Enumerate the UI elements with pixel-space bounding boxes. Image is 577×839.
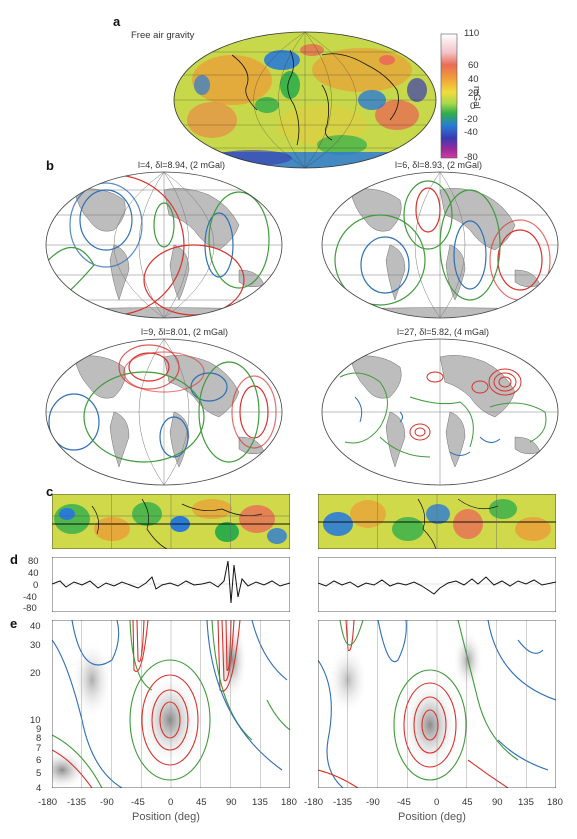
panel-label-c: c — [46, 484, 54, 499]
spectrogram-tick-30: 30 — [30, 640, 41, 651]
profile-tick-80: 80 — [28, 556, 39, 567]
spectrogram-right — [318, 620, 556, 788]
colorbar-unit: mGal — [471, 86, 482, 109]
spectrogram-tick-9: 9 — [36, 724, 42, 735]
x-tick-right-m45: -45 — [397, 797, 411, 808]
gravity-strip-left — [52, 494, 290, 549]
spectrogram-tick-8: 8 — [36, 733, 42, 744]
map-label-l6: l=6, δl=8.93, (2 mGal) — [395, 160, 483, 170]
spectrogram-tick-4: 4 — [36, 783, 42, 794]
colorbar-tick-6: -40 — [464, 127, 478, 138]
gravity-strip-right — [318, 494, 556, 549]
profile-tick-40: 40 — [28, 568, 39, 579]
colorbar-tick-1: 60 — [468, 60, 479, 71]
x-tick-left-90: 90 — [226, 797, 237, 808]
x-axis-label-right: Position (deg) — [398, 811, 466, 823]
colorbar-tick-2: 40 — [468, 74, 479, 85]
x-axis-label-left: Position (deg) — [132, 811, 200, 823]
map-label-l9: l=9, δl=8.01, (2 mGal) — [141, 327, 229, 337]
panel-a-title: Free air gravity — [131, 30, 195, 41]
free-air-gravity-map — [173, 31, 437, 169]
x-tick-right-m135: -135 — [333, 797, 353, 808]
x-tick-right-45: 45 — [462, 797, 473, 808]
x-tick-right-0: 0 — [434, 797, 440, 808]
x-tick-left-m135: -135 — [67, 797, 87, 808]
map-degree-6 — [321, 171, 559, 319]
colorbar-tick-5: -20 — [464, 114, 478, 125]
spectrogram-tick-7: 7 — [36, 743, 42, 754]
map-label-l4: l=4, δl=8.94, (2 mGal) — [138, 160, 226, 170]
spectrogram-tick-6: 6 — [36, 755, 42, 766]
gravity-profile-left — [52, 557, 290, 612]
panel-label-a: a — [113, 14, 121, 29]
x-tick-right-135: 135 — [518, 797, 534, 808]
spectrogram-tick-10: 10 — [30, 715, 41, 726]
colorbar-tick-3: 20 — [468, 88, 479, 99]
x-tick-right-m180: -180 — [304, 797, 324, 808]
panel-label-d: d — [10, 552, 18, 567]
colorbar-tick-0: 110 — [464, 28, 480, 39]
colorbar — [440, 33, 458, 159]
profile-tick-m80: -80 — [23, 603, 37, 614]
profile-tick-0: 0 — [33, 580, 39, 591]
spectrogram-left — [52, 620, 290, 788]
x-tick-left-0: 0 — [168, 797, 174, 808]
x-tick-left-m90: -90 — [100, 797, 114, 808]
panel-label-b: b — [46, 158, 54, 173]
x-tick-left-m45: -45 — [131, 797, 145, 808]
profile-tick-m40: -40 — [23, 592, 37, 603]
x-tick-right-180: 180 — [547, 797, 563, 808]
spectrogram-tick-5: 5 — [36, 768, 42, 779]
spectrogram-tick-20: 20 — [30, 668, 41, 679]
x-tick-right-90: 90 — [492, 797, 503, 808]
x-tick-left-135: 135 — [252, 797, 268, 808]
map-label-l27: l=27, δl=5.82, (4 mGal) — [397, 327, 490, 337]
panel-label-e: e — [10, 616, 18, 631]
x-tick-left-180: 180 — [281, 797, 297, 808]
gravity-profile-right — [318, 557, 556, 612]
map-degree-4 — [45, 171, 283, 319]
x-tick-left-m180: -180 — [38, 797, 58, 808]
spectrogram-tick-40: 40 — [30, 621, 41, 632]
x-tick-left-45: 45 — [196, 797, 207, 808]
colorbar-tick-7: -80 — [464, 152, 478, 163]
map-degree-9 — [45, 338, 283, 486]
colorbar-tick-4: 0 — [470, 101, 476, 112]
x-tick-right-m90: -90 — [366, 797, 380, 808]
map-degree-27 — [321, 338, 559, 486]
